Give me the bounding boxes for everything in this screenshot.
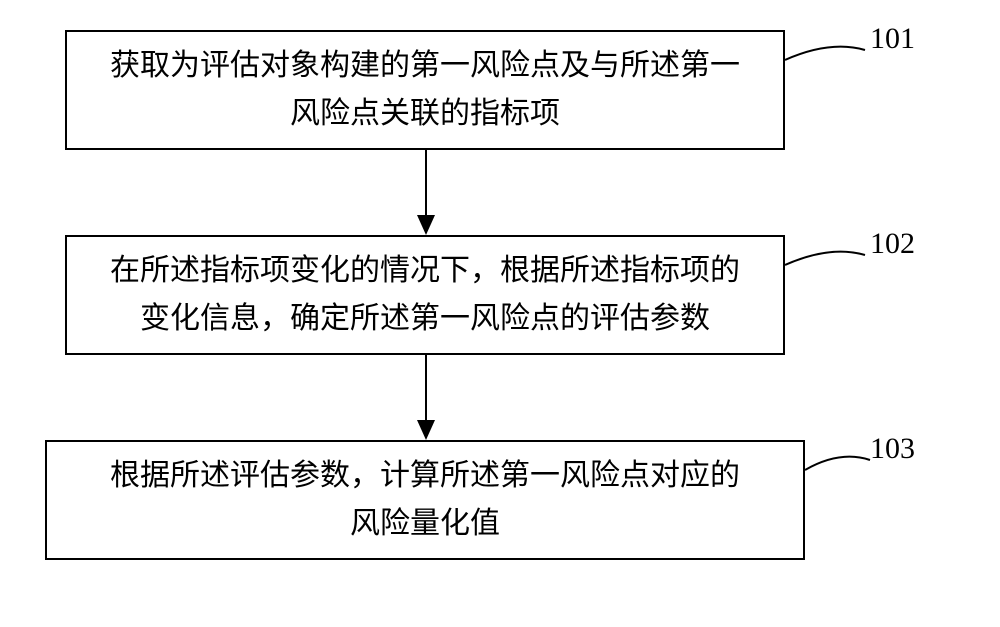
step-box-103: 根据所述评估参数，计算所述第一风险点对应的 风险量化值 bbox=[45, 440, 805, 560]
connector-curve-101 bbox=[785, 40, 870, 70]
connector-curve-102 bbox=[785, 245, 870, 275]
step-103-line1: 根据所述评估参数，计算所述第一风险点对应的 bbox=[110, 459, 740, 492]
step-102-line1: 在所述指标项变化的情况下，根据所述指标项的 bbox=[110, 254, 740, 287]
step-box-101: 获取为评估对象构建的第一风险点及与所述第一 风险点关联的指标项 bbox=[65, 30, 785, 150]
step-box-102: 在所述指标项变化的情况下，根据所述指标项的 变化信息，确定所述第一风险点的评估参… bbox=[65, 235, 785, 355]
step-text-101: 获取为评估对象构建的第一风险点及与所述第一 风险点关联的指标项 bbox=[87, 42, 763, 138]
arrow-1-2 bbox=[416, 150, 436, 235]
step-101-line1: 获取为评估对象构建的第一风险点及与所述第一 bbox=[110, 49, 740, 82]
flowchart-stage: 获取为评估对象构建的第一风险点及与所述第一 风险点关联的指标项 101 在所述指… bbox=[0, 0, 1000, 627]
step-text-103: 根据所述评估参数，计算所述第一风险点对应的 风险量化值 bbox=[67, 452, 783, 548]
step-103-line2: 风险量化值 bbox=[350, 507, 500, 540]
arrow-2-3 bbox=[416, 355, 436, 440]
step-101-line2: 风险点关联的指标项 bbox=[290, 97, 560, 130]
step-label-102: 102 bbox=[870, 227, 915, 261]
step-label-101: 101 bbox=[870, 22, 915, 56]
step-102-line2: 变化信息，确定所述第一风险点的评估参数 bbox=[140, 302, 710, 335]
step-text-102: 在所述指标项变化的情况下，根据所述指标项的 变化信息，确定所述第一风险点的评估参… bbox=[87, 247, 763, 343]
connector-curve-103 bbox=[805, 450, 875, 480]
step-label-103: 103 bbox=[870, 432, 915, 466]
